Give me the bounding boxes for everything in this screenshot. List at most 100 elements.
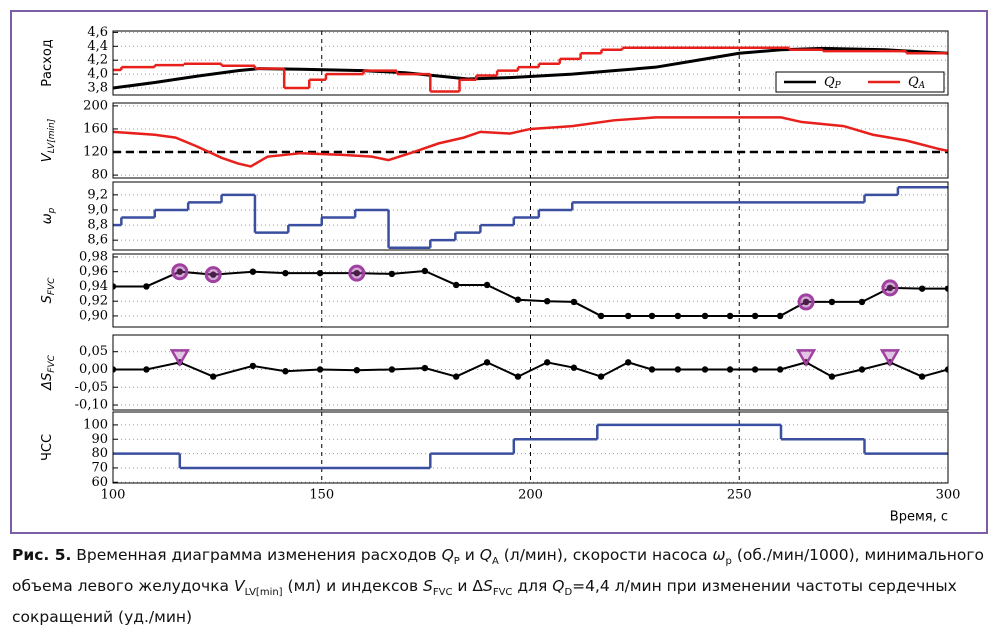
point <box>249 268 257 275</box>
point <box>316 366 324 373</box>
point <box>648 312 656 320</box>
x-tick-label: 150 <box>309 488 334 503</box>
point <box>316 269 324 277</box>
point <box>514 296 522 303</box>
point <box>726 366 734 373</box>
caption-run: V <box>234 577 245 596</box>
y-tick-label: 160 <box>83 121 108 136</box>
point <box>210 373 217 380</box>
panel-frame <box>112 181 949 251</box>
point <box>944 285 948 292</box>
y-tick-label: -0,05 <box>75 380 108 395</box>
caption-run: (мл) и индексов <box>282 577 424 596</box>
point <box>674 312 682 320</box>
caption: Рис. 5. Временная диаграмма изменения ра… <box>12 543 988 630</box>
y-tick-label: 90 <box>91 432 108 447</box>
legend-label: QP <box>824 75 842 91</box>
legend-label-sub: A <box>918 81 926 91</box>
highlight-point <box>348 264 366 282</box>
point <box>282 269 289 277</box>
plot-area <box>113 116 948 168</box>
caption-run: p <box>725 556 732 568</box>
panel-frame <box>112 334 949 411</box>
y-tick-label: 0,05 <box>79 344 108 359</box>
y-tick-label: 0,00 <box>79 362 108 377</box>
y-tick-label: 0,96 <box>79 264 108 279</box>
legend-label: QA <box>908 75 926 91</box>
highlight-point <box>881 279 899 297</box>
point <box>388 270 396 278</box>
highlight-point <box>204 266 222 284</box>
point <box>113 366 117 373</box>
caption-run: и <box>459 546 480 564</box>
series-line <box>113 46 948 90</box>
y-tick-label: 200 <box>83 98 108 113</box>
caption-run: Временная диаграмма изменения расходов <box>71 546 442 564</box>
series-line <box>113 116 948 168</box>
point <box>858 298 866 306</box>
point <box>483 281 491 289</box>
point <box>421 364 429 372</box>
y-axis-label-main: Расход <box>40 39 55 87</box>
point <box>944 366 948 373</box>
caption-run: ω <box>712 546 726 564</box>
highlight-point <box>171 263 189 281</box>
plot-area <box>113 186 948 249</box>
y-tick-label: 8,8 <box>87 218 108 233</box>
caption-run: S <box>423 577 433 596</box>
x-tick-label: 200 <box>518 488 543 503</box>
point <box>918 373 926 380</box>
point <box>751 366 759 373</box>
y-tick-label: 9,2 <box>87 187 108 202</box>
point <box>858 366 866 373</box>
plot-area <box>113 423 948 470</box>
point <box>544 359 551 366</box>
y-axis-label: SFVC <box>40 277 57 304</box>
point <box>624 359 632 366</box>
panel-background <box>113 335 948 410</box>
point <box>726 312 734 320</box>
point <box>452 281 460 289</box>
caption-run: D <box>564 587 573 599</box>
point <box>113 283 117 290</box>
caption-run: LV[min] <box>244 587 283 599</box>
caption-run: Q <box>479 546 492 564</box>
y-axis-label-main: ΔS <box>40 373 55 391</box>
point <box>176 268 183 275</box>
panel-frame <box>112 30 949 96</box>
legend-box <box>775 71 945 93</box>
y-axis-label-sub: LV[min] <box>47 118 57 153</box>
y-axis-label: ωp <box>40 207 57 224</box>
point <box>570 298 578 306</box>
x-tick-label: 300 <box>936 488 961 503</box>
caption-run: (об./мин/1000), минимального объема лево… <box>12 546 984 596</box>
point <box>776 366 784 373</box>
y-tick-label: 0,90 <box>79 308 108 323</box>
caption-run: Q <box>441 546 454 564</box>
y-axis-label-main: V <box>40 152 55 162</box>
point <box>828 298 836 306</box>
point <box>918 285 926 292</box>
caption-run: и Δ <box>452 577 483 596</box>
y-tick-label: 4,2 <box>87 53 108 68</box>
plot-area <box>113 349 948 380</box>
highlight-point <box>795 349 817 367</box>
panel-background <box>113 254 948 327</box>
y-axis-label-main: ЧСС <box>40 434 55 461</box>
legend-label-main: Q <box>908 75 919 90</box>
point <box>353 269 361 277</box>
panel-frame <box>112 102 949 179</box>
legend-label-main: Q <box>824 75 835 90</box>
highlight-point <box>797 293 815 311</box>
x-tick-label: 100 <box>101 488 126 503</box>
y-tick-label: 80 <box>91 446 108 461</box>
point <box>544 297 551 305</box>
panel-frame <box>112 411 949 484</box>
point <box>452 373 460 380</box>
panel-frame <box>112 253 949 328</box>
y-axis-label: VLV[min] <box>40 118 57 162</box>
point <box>751 312 759 320</box>
point <box>570 364 578 371</box>
